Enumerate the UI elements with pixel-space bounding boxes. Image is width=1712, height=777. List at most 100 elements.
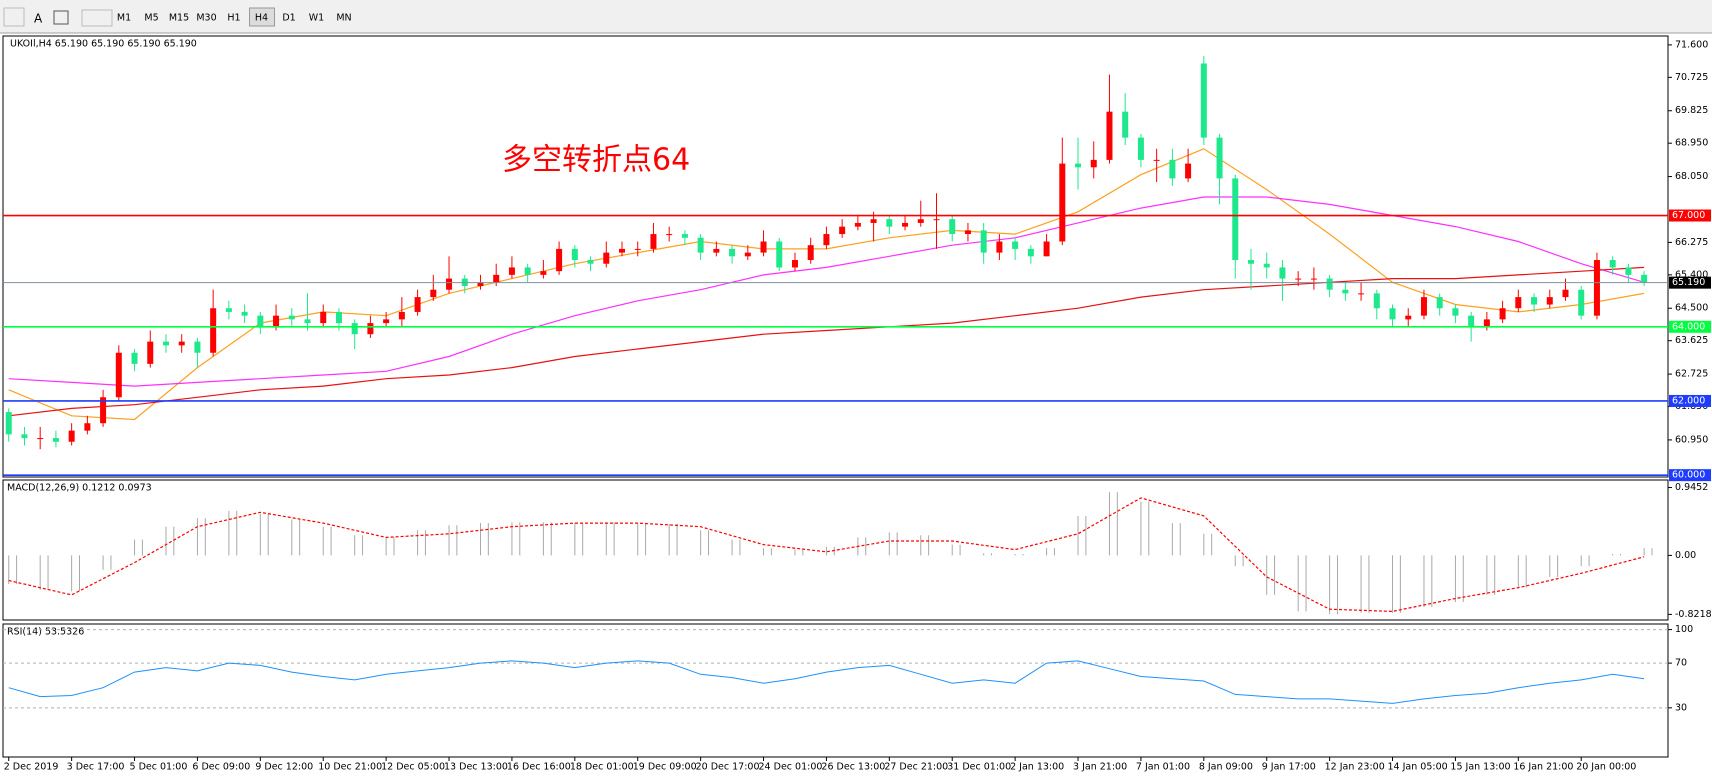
x-tick-label: 12 Dec 05:00 — [381, 762, 445, 773]
timeframe-label[interactable]: M1 — [117, 13, 131, 24]
x-tick-label: 26 Dec 13:00 — [821, 762, 885, 773]
plot-area — [3, 629, 1668, 709]
level-tag — [1669, 209, 1711, 222]
timeframe-button[interactable] — [249, 7, 275, 27]
tool-arrows[interactable] — [81, 9, 113, 27]
candle-body — [980, 230, 987, 253]
signal-line — [8, 497, 1645, 613]
timeframe-label[interactable]: W1 — [309, 13, 324, 24]
candle-body — [115, 352, 122, 398]
tool-cursor[interactable] — [3, 7, 25, 27]
timeframe-label[interactable]: D1 — [282, 13, 295, 24]
x-tick-label: 8 Jan 09:00 — [1199, 762, 1253, 773]
moving-average — [8, 266, 1645, 417]
candle-body — [84, 423, 91, 431]
candle-body — [1232, 178, 1239, 261]
y-tick-label: 66.275 — [1675, 237, 1708, 248]
candle-body — [367, 323, 374, 335]
y-tick-label: 62.725 — [1675, 369, 1708, 380]
candle-body — [5, 412, 12, 435]
macd-header: MACD(12,26,9) 0.1212 0.0973 — [7, 483, 152, 494]
candle-body — [933, 219, 940, 221]
candle-body — [1090, 159, 1097, 168]
candle-body — [446, 278, 453, 290]
candle-body — [1373, 293, 1380, 309]
candle-body — [1452, 308, 1459, 316]
timeframe-label[interactable]: H4 — [255, 13, 268, 24]
x-tick-label: 10 Dec 21:00 — [318, 762, 382, 773]
y-tick-label: 68.050 — [1675, 171, 1708, 182]
candle-body — [68, 430, 75, 442]
x-tick-label: 13 Dec 13:00 — [444, 762, 508, 773]
y-tick-label: -0.8218 — [1675, 609, 1712, 620]
candle-body — [854, 222, 861, 227]
moving-average — [8, 148, 1645, 421]
candle-body — [178, 341, 185, 346]
candle-body — [335, 311, 342, 324]
candle-body — [1027, 248, 1034, 257]
candle-body — [398, 311, 405, 320]
annotation: 多空转折点64 — [502, 143, 690, 178]
timeframe-label[interactable]: H1 — [227, 13, 240, 24]
y-tick-label: 0.9452 — [1675, 482, 1708, 493]
candle-body — [964, 230, 971, 235]
x-tick-label: 7 Jan 01:00 — [1136, 762, 1190, 773]
candle-body — [52, 438, 59, 442]
x-tick-label: 31 Dec 01:00 — [947, 762, 1011, 773]
candle-body — [1625, 267, 1632, 275]
last-price-label: 65.190 — [1672, 277, 1705, 288]
x-tick-label: 3 Dec 17:00 — [67, 762, 125, 773]
tool-label[interactable] — [53, 10, 69, 25]
timeframe-label[interactable]: M15 — [169, 13, 189, 24]
rsi-line — [8, 660, 1645, 704]
candle-body — [257, 315, 264, 327]
tool-text[interactable]: A — [34, 12, 43, 26]
last-price-tag — [1669, 276, 1711, 289]
candle-body — [131, 352, 138, 364]
candle-body — [524, 267, 531, 275]
candle-body — [1499, 308, 1506, 320]
x-tick-label: 20 Jan 00:00 — [1576, 762, 1636, 773]
candle-body — [949, 219, 956, 235]
candle-body — [477, 282, 484, 286]
x-tick-label: 16 Dec 16:00 — [507, 762, 571, 773]
candle-body — [1012, 241, 1019, 249]
candle-body — [650, 234, 657, 249]
timeframe-label[interactable]: M5 — [144, 13, 158, 24]
x-tick-label: 6 Dec 09:00 — [192, 762, 250, 773]
plot-area — [5, 56, 1648, 450]
x-tick-label: 20 Dec 17:00 — [696, 762, 760, 773]
candle-body — [1531, 297, 1538, 305]
candle-body — [1546, 297, 1553, 305]
candle-body — [273, 315, 280, 327]
candle-body — [414, 297, 421, 312]
x-tick-label: 12 Jan 23:00 — [1325, 762, 1385, 773]
y-tick-label: 65.400 — [1675, 269, 1708, 280]
candle-body — [162, 341, 169, 346]
candle-body — [1247, 260, 1254, 264]
x-tick-label: 14 Jan 05:00 — [1388, 762, 1448, 773]
x-tick-label: 19 Dec 09:00 — [633, 762, 697, 773]
x-tick-label: 15 Jan 13:00 — [1450, 762, 1510, 773]
candle-body — [1122, 111, 1129, 138]
candle-body — [1295, 278, 1302, 280]
main-panel — [2, 35, 1669, 478]
candle-body — [666, 234, 673, 236]
level-tag — [1669, 394, 1711, 407]
x-tick-label: 3 Jan 21:00 — [1073, 762, 1127, 773]
candle-body — [147, 341, 154, 364]
candle-body — [619, 248, 626, 253]
level-tag — [1669, 320, 1711, 333]
candle-body — [21, 434, 28, 439]
candle-body — [729, 248, 736, 257]
level-label: 64.000 — [1672, 321, 1705, 332]
timeframe-label[interactable]: M30 — [196, 13, 216, 24]
x-tick-label: 24 Dec 01:00 — [759, 762, 823, 773]
x-tick-label: 27 Dec 21:00 — [884, 762, 948, 773]
candle-body — [1436, 297, 1443, 309]
x-tick-label: 9 Jan 17:00 — [1262, 762, 1316, 773]
x-tick-label: 16 Jan 21:00 — [1513, 762, 1573, 773]
timeframe-label[interactable]: MN — [336, 13, 351, 24]
candle-body — [320, 311, 327, 324]
